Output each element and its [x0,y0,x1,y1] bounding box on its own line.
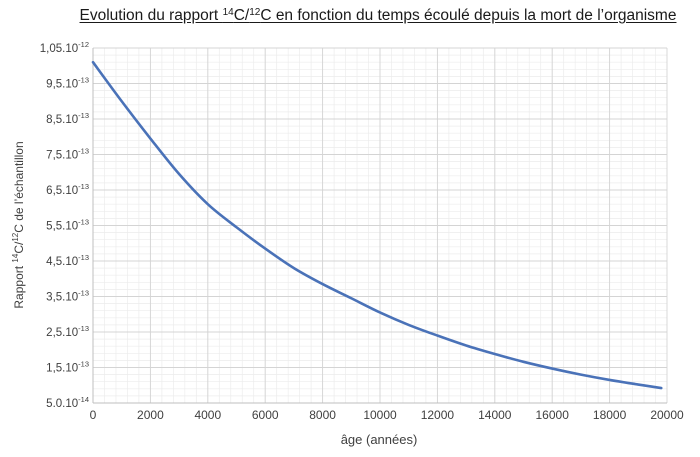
y-tick-label: 2,5.10-13 [46,324,89,339]
y-tick-label: 7,5.10-13 [46,147,89,162]
x-tick-label: 4000 [194,408,221,422]
y-axis-label-part: C de l’échantillon [12,141,26,232]
y-tick-label: 1,05.10-12 [40,40,89,55]
axes [92,48,667,404]
x-tick-label: 8000 [309,408,336,422]
y-axis-label-part: C/ [12,241,26,254]
chart-title-sup: 14 [222,7,234,18]
chart-title-sup: 12 [249,7,261,18]
y-axis-label-part: Rapport [12,263,26,309]
y-axis-label-sup: 12 [11,232,20,241]
x-tick-label: 0 [90,408,97,422]
chart-title-part: C en fonction du temps écoulé depuis la … [260,7,677,24]
x-tick-label: 10000 [363,408,397,422]
chart-title: Evolution du rapport 14C/12C en fonction… [80,7,677,25]
series-layer [91,60,663,390]
x-tick-label: 12000 [421,408,455,422]
y-tick-label: 4,5.10-13 [46,253,89,268]
x-axis-label: âge (années) [341,432,418,447]
chart-title-part: Evolution du rapport [79,7,223,24]
series-line [91,60,663,390]
y-tick-label: 9,5.10-13 [46,76,89,91]
x-tick-label: 2000 [137,408,164,422]
x-tick-label: 6000 [252,408,279,422]
major-grid [92,47,668,404]
y-tick-label: 1,5.10-13 [46,360,89,375]
y-axis-label-sup: 14 [11,253,20,262]
y-tick-label: 5.0.10-14 [46,395,89,410]
y-tick-labels: 1,05.10-12 9,5.10-13 8,5.10-13 7,5.10-13 6,5… [40,40,89,410]
x-tick-label: 20000 [650,408,684,422]
x-tick-label: 14000 [478,408,512,422]
x-tick-labels: 0 2000 4000 6000 8000 10000 12000 14000 16000 180… [90,408,684,422]
chart-title-part: C/ [233,7,250,24]
y-tick-label: 3,5.10-13 [46,289,89,304]
x-tick-label: 18000 [593,408,627,422]
chart-title-wrap: Evolution du rapport 14C/12C en fonction… [0,7,700,25]
y-tick-label: 5,5.10-13 [46,218,89,233]
y-axis-label: Rapport 14C/12C de l’échantillon [11,141,26,308]
y-tick-label: 6,5.10-13 [46,182,89,197]
x-tick-label: 16000 [536,408,570,422]
y-tick-label: 8,5.10-13 [46,111,89,126]
